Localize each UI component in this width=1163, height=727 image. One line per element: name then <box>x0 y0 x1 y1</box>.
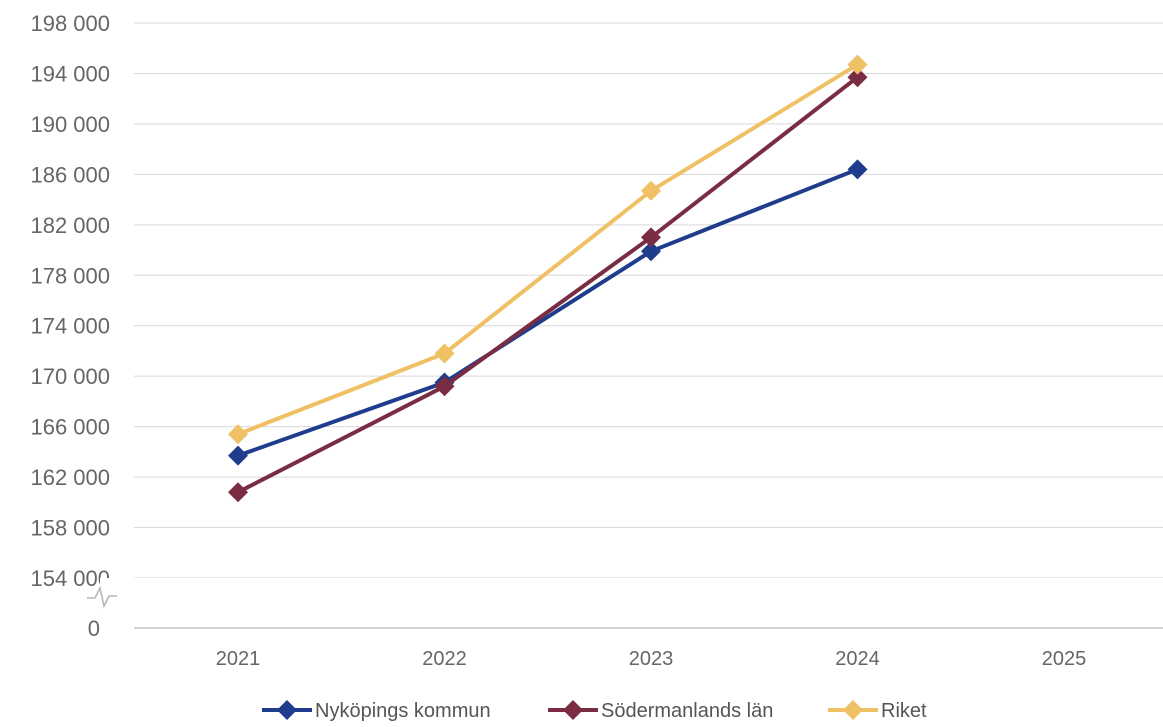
series-line <box>237 62 859 437</box>
gridlines <box>134 22 1163 579</box>
series-0 <box>228 159 868 466</box>
legend-item: Södermanlands län <box>548 700 773 722</box>
data-point-marker <box>434 376 455 397</box>
x-tick-label: 2023 <box>629 648 674 670</box>
y-tick-label: 198 000 <box>30 11 110 36</box>
data-point-marker <box>228 424 248 445</box>
data-point-marker <box>641 227 661 248</box>
data-point-marker <box>847 159 868 180</box>
x-tick-label: 2024 <box>835 648 880 670</box>
y-axis-tick-labels: 198 000 194 000 190 000 186 000 182 000 178 0… <box>30 11 110 641</box>
legend-label: Nyköpings kommun <box>315 700 491 722</box>
data-point-marker <box>228 445 248 466</box>
x-axis-tick-labels: 2021 2022 2023 2024 2025 <box>216 648 1087 670</box>
data-point-marker <box>847 67 868 88</box>
series-line <box>237 75 859 494</box>
series-2 <box>228 54 868 445</box>
y-tick-label: 170 000 <box>30 364 110 389</box>
legend-item: Riket <box>828 700 927 722</box>
series-1 <box>228 67 868 503</box>
y-tick-label: 182 000 <box>30 213 110 238</box>
legend: Nyköpings kommun Södermanlands län Riket <box>262 700 927 722</box>
y-tick-label: 178 000 <box>30 263 110 288</box>
legend-item: Nyköpings kommun <box>262 700 491 722</box>
data-point-marker <box>434 343 455 364</box>
data-point-marker <box>641 241 661 262</box>
y-tick-label: 190 000 <box>30 112 110 137</box>
y-tick-label: 162 000 <box>30 465 110 490</box>
legend-label: Riket <box>881 700 927 722</box>
series-line <box>237 167 859 458</box>
x-tick-label: 2022 <box>422 648 467 670</box>
y-tick-label: 186 000 <box>30 162 110 187</box>
y-tick-label: 194 000 <box>30 61 110 86</box>
data-point-marker <box>847 54 868 75</box>
y-tick-label: 158 000 <box>30 516 110 541</box>
x-tick-label: 2025 <box>1042 648 1087 670</box>
axis-break-icon <box>87 578 1163 609</box>
y-tick-label: 166 000 <box>30 415 110 440</box>
data-point-marker <box>228 482 248 503</box>
legend-marker <box>843 700 863 720</box>
legend-marker <box>277 700 297 720</box>
data-point-marker <box>641 180 661 201</box>
series-lines <box>228 54 868 503</box>
y-tick-label: 0 <box>88 616 100 641</box>
y-tick-label: 154 000 <box>30 566 110 591</box>
legend-label: Södermanlands län <box>601 700 773 722</box>
x-tick-label: 2021 <box>216 648 261 670</box>
legend-marker <box>563 700 583 720</box>
y-tick-label: 174 000 <box>30 314 110 339</box>
